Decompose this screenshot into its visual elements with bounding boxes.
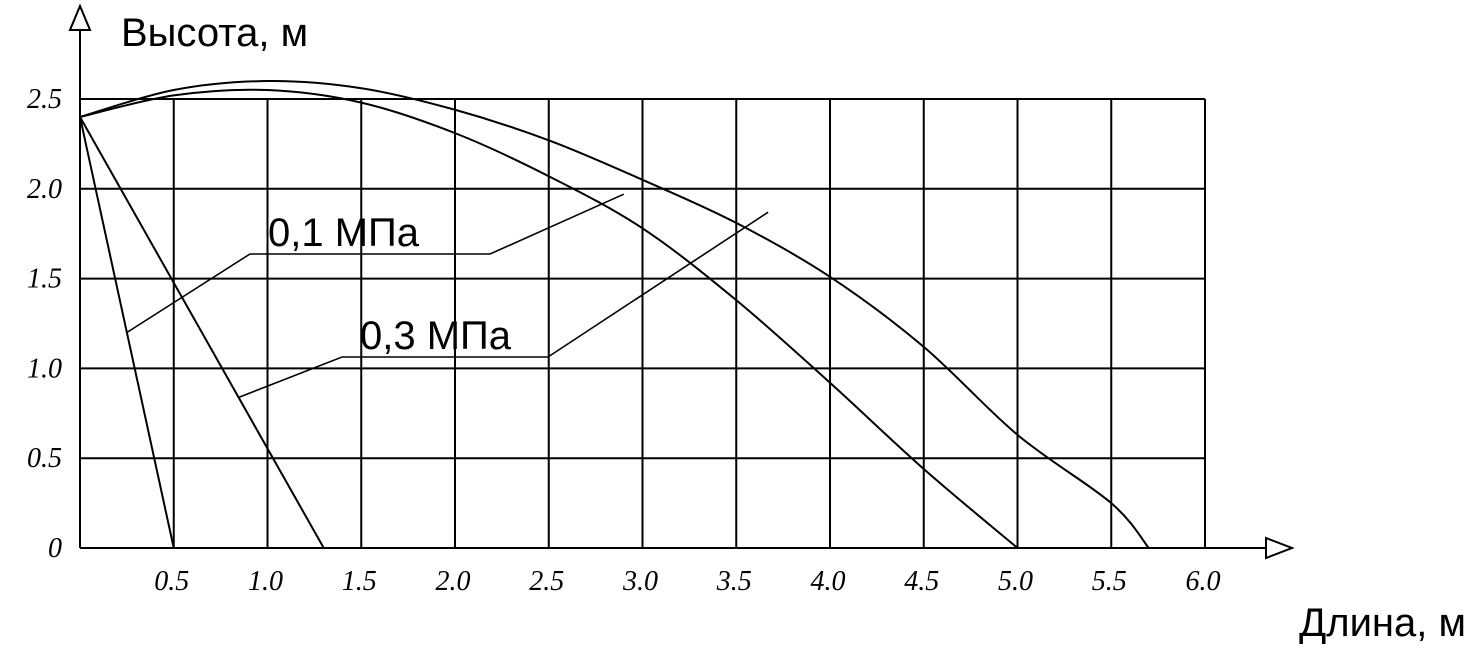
x-tick-label: 4.0 — [811, 566, 846, 597]
series-line-2 — [79, 116, 325, 549]
callout-label: 0,3 МПа — [360, 314, 512, 358]
x-axis-title: Длина, м — [1299, 601, 1466, 645]
y-axis-title: Высота, м — [121, 11, 308, 55]
y-axis-arrow-icon — [68, 3, 92, 31]
x-tick-label: 6.0 — [1186, 566, 1221, 597]
y-tick-label: 2.5 — [27, 84, 62, 115]
x-tick-label: 2.0 — [436, 566, 471, 597]
x-tick-label: 0.5 — [154, 566, 189, 597]
y-tick-label: 2.0 — [27, 174, 62, 205]
chart-labels: 0.5 1.0 1.5 2.0 2.5 3.0 3.5 4.0 4.5 5.0 5.5 6.0 0 0.5… — [27, 11, 1466, 645]
x-axis-arrow-icon — [1265, 536, 1295, 560]
chart-series — [79, 80, 1150, 549]
series-line-4 — [79, 80, 1150, 549]
callout-leader-line — [126, 193, 625, 334]
x-tick-label: 1.5 — [342, 566, 377, 597]
x-tick-label: 1.0 — [248, 566, 283, 597]
callout-label: 0,1 МПа — [268, 211, 420, 255]
x-tick-label: 4.5 — [904, 566, 939, 597]
chart-grid — [80, 98, 1206, 548]
callout-leader-line — [239, 211, 769, 398]
x-tick-label: 3.0 — [622, 566, 658, 597]
series-line-3 — [79, 88, 1019, 549]
chart-callout-lines — [126, 193, 769, 398]
chart-axes — [68, 3, 1295, 560]
x-tick-label: 5.0 — [998, 566, 1033, 597]
y-tick-label: 0.5 — [27, 443, 62, 474]
x-tick-label: 5.5 — [1092, 566, 1127, 597]
y-tick-label: 0 — [48, 533, 62, 564]
x-tick-label: 3.5 — [716, 566, 752, 597]
y-tick-label: 1.0 — [27, 353, 62, 384]
y-tick-label: 1.5 — [27, 264, 62, 295]
x-tick-label: 2.5 — [529, 566, 564, 597]
